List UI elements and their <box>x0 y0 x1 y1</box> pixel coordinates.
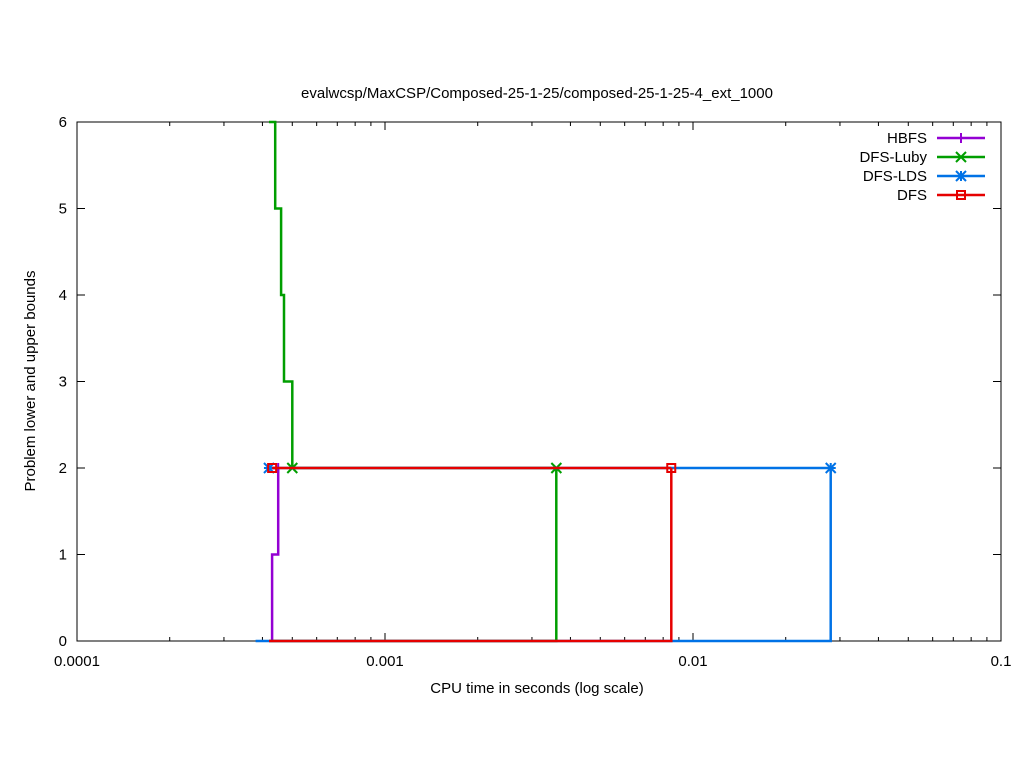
series-hbfs-lower-bound-line <box>270 468 280 641</box>
plot-frame <box>76 121 1002 642</box>
legend-marker-dfs <box>956 190 966 200</box>
y-tick-label: 5 <box>59 201 67 218</box>
series-dfs-lds-lower-bound-line <box>255 468 832 643</box>
series-dfs-lds <box>255 462 837 643</box>
legend-label-dfs-luby: DFS-Luby <box>859 149 927 166</box>
legend-label-dfs: DFS <box>897 187 927 204</box>
plot-border <box>76 121 1002 642</box>
series-dfs-luby <box>269 120 563 643</box>
series-dfs-lds-point <box>825 462 837 474</box>
legend-label-dfs-lds: DFS-LDS <box>863 168 927 185</box>
x-tick-label: 0.0001 <box>54 653 100 670</box>
x-tick-label: 0.01 <box>678 653 707 670</box>
y-tick-label: 2 <box>59 460 67 477</box>
y-tick-label: 4 <box>59 287 67 304</box>
series-dfs-luby-upper-bound-line <box>269 120 557 470</box>
legend: HBFS DFS-Luby DFS-LDS DFS <box>859 130 985 204</box>
legend-marker-hbfs <box>956 133 966 143</box>
y-axis-label: Problem lower and upper bounds <box>22 271 39 492</box>
x-axis-label: CPU time in seconds (log scale) <box>430 680 643 697</box>
x-tick-label: 0.1 <box>991 653 1012 670</box>
y-tick-label: 1 <box>59 547 67 564</box>
chart-title: evalwcsp/MaxCSP/Composed-25-1-25/compose… <box>301 85 773 102</box>
series-dfs-point <box>267 463 278 473</box>
series-layer <box>255 120 837 643</box>
y-tick-label: 3 <box>59 374 67 391</box>
series-dfs <box>267 463 677 643</box>
series-dfs-lower-bound-line <box>269 468 673 643</box>
y-tick-label: 6 <box>59 114 67 131</box>
axis-ticks: 0 1 2 3 4 5 6 0.0001 0.001 0.01 0.1 <box>54 114 1011 670</box>
x-tick-label: 0.001 <box>366 653 404 670</box>
series-hbfs <box>270 463 284 641</box>
series-dfs-luby-lower-bound-line <box>269 468 558 643</box>
legend-marker-dfs-luby <box>955 151 967 163</box>
y-tick-label: 0 <box>59 633 67 650</box>
series-dfs-point <box>666 463 677 473</box>
legend-label-hbfs: HBFS <box>887 130 927 147</box>
legend-marker-dfs-lds <box>955 170 967 182</box>
